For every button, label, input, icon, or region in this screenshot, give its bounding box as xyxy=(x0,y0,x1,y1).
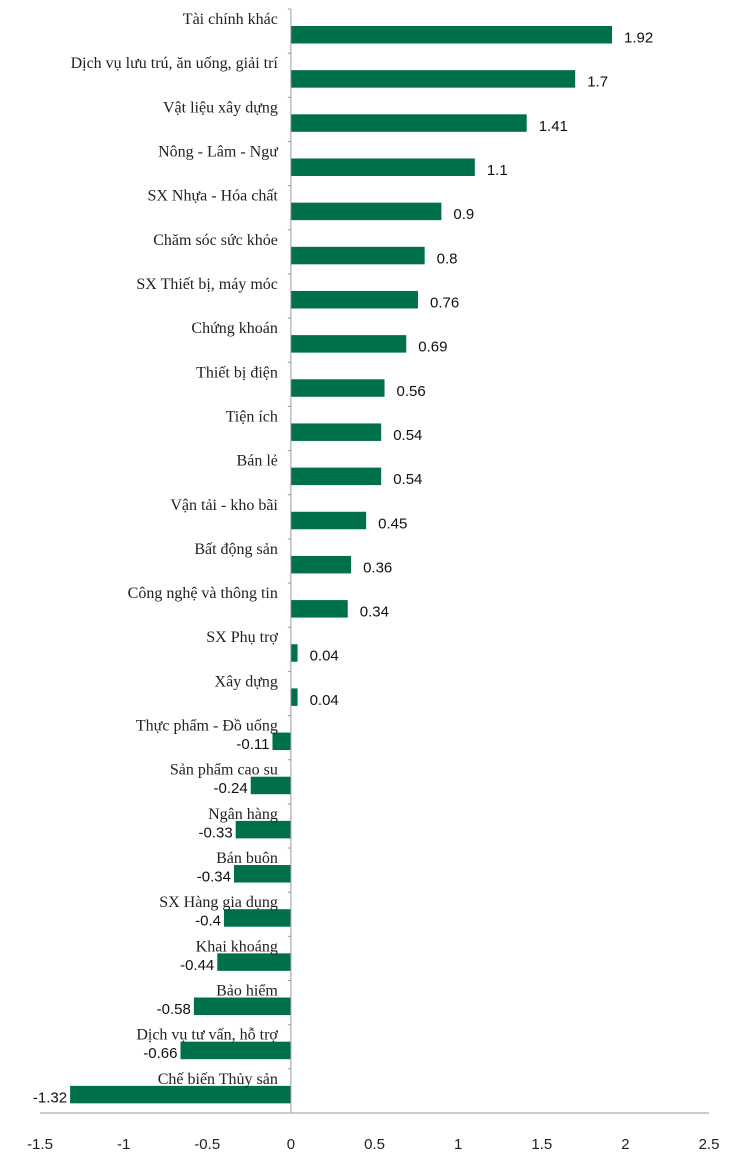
category-label: SX Thiết bị, máy móc xyxy=(136,276,277,293)
bar xyxy=(290,70,576,88)
data-label: -0.44 xyxy=(180,957,214,974)
data-label: -0.33 xyxy=(198,824,232,841)
category-label: Dịch vụ lưu trú, ăn uống, giải trí xyxy=(71,55,279,72)
category-label: Công nghệ và thông tin xyxy=(128,585,278,602)
category-label: SX Hàng gia dụng xyxy=(159,894,278,911)
category-label: Chế biến Thủy sản xyxy=(158,1071,278,1088)
bar xyxy=(290,555,352,574)
data-label: 0.8 xyxy=(437,250,458,267)
category-label: Chăm sóc sức khỏe xyxy=(153,232,278,249)
category-labels: Tài chính khác Dịch vụ lưu trú, ăn uống, … xyxy=(71,11,280,1088)
category-label: Vận tải - kho bãi xyxy=(170,497,278,514)
data-label: -0.4 xyxy=(195,913,221,930)
bar xyxy=(217,953,291,971)
bar xyxy=(180,1041,291,1060)
category-label: Nông - Lâm - Ngư xyxy=(158,143,279,160)
data-label: 0.54 xyxy=(393,427,422,444)
bar xyxy=(250,776,291,795)
x-tick-label: 1.5 xyxy=(531,1136,552,1153)
category-label: Ngân hàng xyxy=(208,806,278,823)
category-label: Tài chính khác xyxy=(183,11,278,28)
category-label: Sản phẩm cao su xyxy=(170,762,278,779)
x-tick-label: -0.5 xyxy=(194,1136,220,1153)
bar xyxy=(235,820,291,839)
category-label: Khai khoáng xyxy=(196,938,278,955)
bar xyxy=(290,644,298,662)
category-label: Thực phẩm - Đồ uống xyxy=(136,718,278,735)
bar xyxy=(290,158,475,176)
data-label: 0.04 xyxy=(310,648,339,665)
data-label: 0.56 xyxy=(397,383,426,400)
category-label: Bảo hiểm xyxy=(216,983,278,1000)
category-label: Bán buôn xyxy=(216,850,278,867)
category-label: SX Phụ trợ xyxy=(206,629,278,646)
data-label: 0.9 xyxy=(453,206,474,223)
bars-layer xyxy=(70,26,612,1104)
x-tick-label: 0 xyxy=(287,1136,295,1153)
x-tick-label: -1 xyxy=(117,1136,130,1153)
bar xyxy=(223,909,291,927)
bar xyxy=(290,423,382,441)
category-label: Tiện ích xyxy=(226,408,278,425)
bar xyxy=(290,379,385,397)
data-label: 1.7 xyxy=(587,74,608,91)
category-label: Xây dựng xyxy=(215,673,278,690)
bar xyxy=(290,688,298,706)
data-label: 0.36 xyxy=(363,559,392,576)
category-label: Chứng khoán xyxy=(191,320,277,337)
data-label: 0.34 xyxy=(360,604,389,621)
data-label: 0.04 xyxy=(310,692,339,709)
x-tick-label: 1 xyxy=(454,1136,462,1153)
data-label: -1.32 xyxy=(33,1089,67,1106)
bar xyxy=(193,997,291,1016)
category-label: SX Nhựa - Hóa chất xyxy=(147,188,278,205)
x-tick-label: 2.5 xyxy=(699,1136,720,1153)
bar xyxy=(290,290,418,309)
category-label: Thiết bị điện xyxy=(196,364,278,381)
bar xyxy=(290,335,407,353)
value-labels: 1.92 1.7 1.41 1.1 0.9 0.8 0.76 0.69 0.56 0.54 0.54… xyxy=(33,30,653,1107)
x-tick-label: 0.5 xyxy=(364,1136,385,1153)
bar xyxy=(290,26,612,44)
bar xyxy=(290,246,425,265)
data-label: 1.41 xyxy=(539,118,568,135)
bar xyxy=(290,511,367,530)
bar xyxy=(290,202,442,221)
data-label: 1.1 xyxy=(487,162,508,179)
x-axis-tick-labels: -1.5 -1 -0.5 0 0.5 1 1.5 2 2.5 xyxy=(27,1136,719,1153)
x-tick-label: 2 xyxy=(621,1136,629,1153)
data-label: -0.66 xyxy=(143,1045,177,1062)
data-label: 1.92 xyxy=(624,30,653,47)
bar xyxy=(290,114,527,132)
bar xyxy=(290,600,348,618)
data-label: 0.45 xyxy=(378,515,407,532)
data-label: -0.24 xyxy=(214,780,248,797)
data-label: -0.11 xyxy=(236,736,269,753)
bar xyxy=(272,732,291,751)
data-label: 0.69 xyxy=(418,339,447,356)
data-label: -0.34 xyxy=(197,869,231,886)
category-label: Dịch vụ tư vấn, hỗ trợ xyxy=(136,1027,278,1044)
data-label: 0.54 xyxy=(393,471,422,488)
category-label: Bất động sản xyxy=(194,541,278,558)
data-label: -0.58 xyxy=(157,1001,191,1018)
x-tick-label: -1.5 xyxy=(27,1136,53,1153)
category-label: Bán lẻ xyxy=(237,453,278,470)
category-label: Vật liệu xây dựng xyxy=(163,99,278,116)
data-label: 0.76 xyxy=(430,294,459,311)
bar xyxy=(70,1085,291,1104)
bar xyxy=(234,865,291,883)
bar xyxy=(290,467,382,486)
